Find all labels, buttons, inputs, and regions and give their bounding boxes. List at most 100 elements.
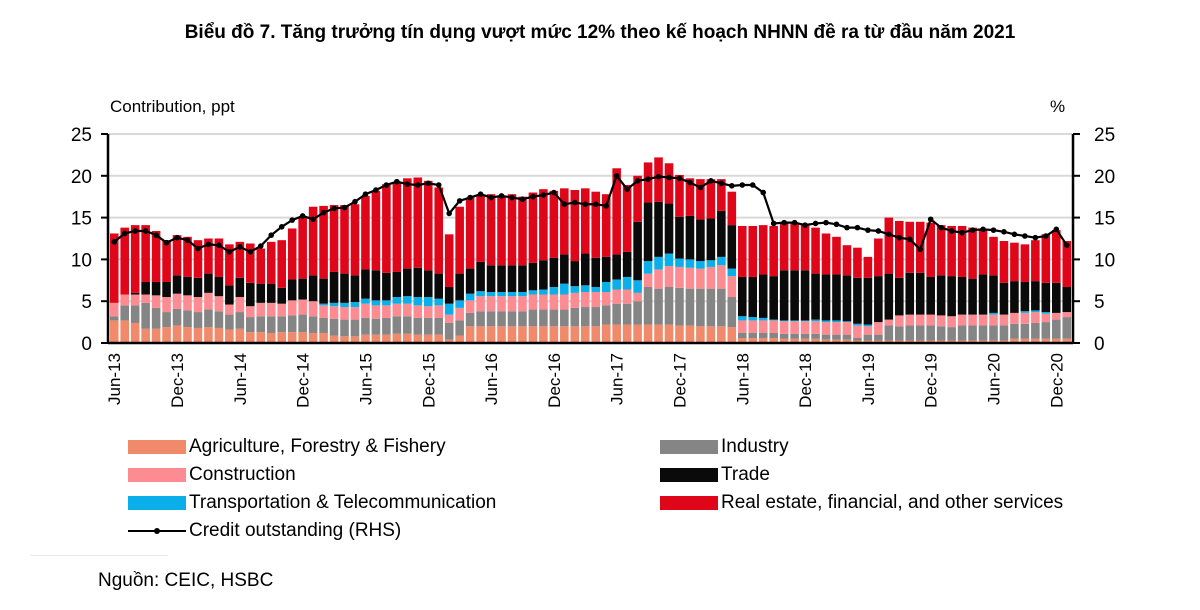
bar-segment [821, 233, 831, 275]
bar-segment [560, 326, 569, 343]
bar-segment [1062, 338, 1072, 343]
legend-item-transportation: Transportation & Telecommunication [128, 491, 496, 515]
bar-segment [999, 325, 1009, 341]
bar-segment [842, 245, 852, 276]
bar-segment [853, 337, 862, 341]
credit-point [687, 179, 693, 186]
credit-point [226, 249, 233, 255]
bar-stack [413, 177, 423, 343]
bar-segment [664, 163, 674, 204]
bar-segment [947, 340, 956, 343]
bar-segment [371, 318, 381, 335]
bar-segment [549, 286, 559, 295]
bar-segment [1041, 338, 1051, 343]
bar-segment [727, 276, 737, 298]
bar-segment [172, 275, 182, 294]
legend-label: Industry [721, 436, 789, 457]
bar-segment [225, 329, 234, 343]
bar-segment [444, 286, 454, 304]
bar-segment [905, 221, 915, 273]
credit-point [121, 230, 128, 237]
bar-segment [696, 261, 705, 269]
bar-segment [675, 287, 684, 326]
x-tick-label: Jun-16 [482, 353, 501, 405]
bar-segment [612, 324, 621, 343]
bar-segment [183, 327, 192, 343]
bar-segment [476, 296, 485, 312]
credit-point [749, 182, 756, 188]
credit-point [132, 228, 138, 234]
source-note: Nguồn: CEIC, HSBC [98, 570, 274, 591]
credit-point [655, 173, 662, 180]
bar-segment [748, 320, 758, 333]
bar-segment [999, 340, 1009, 343]
bar-segment [1052, 312, 1061, 320]
credit-point [697, 184, 704, 191]
bar-segment [717, 256, 726, 266]
bar-stack [811, 227, 820, 343]
bar-segment [151, 328, 161, 343]
bar-segment [936, 340, 946, 343]
bar-segment [779, 321, 789, 334]
y2-tick-label: 5 [1094, 292, 1105, 313]
bar-segment [664, 266, 674, 287]
y-axis-title: Contribution, ppt [110, 97, 235, 116]
bar-segment [455, 307, 464, 321]
credit-point [184, 237, 191, 243]
x-tick-label: Dec-20 [1047, 353, 1066, 408]
bar-segment [497, 311, 506, 327]
bar-segment [141, 294, 150, 303]
bar-stack [1052, 230, 1061, 343]
bar-segment [549, 326, 559, 343]
legend-label: Agriculture, Forestry & Fishery [189, 436, 446, 457]
bar-segment [811, 227, 820, 274]
bar-segment [246, 282, 255, 307]
bar-segment [633, 324, 642, 343]
bar-segment [800, 321, 810, 334]
bar-stack [225, 244, 234, 343]
bar-segment [926, 325, 935, 341]
credit-point [142, 228, 149, 234]
bar-segment [832, 274, 841, 321]
bar-stack [779, 223, 789, 343]
bar-segment [769, 225, 778, 277]
bar-segment [915, 325, 925, 341]
x-tick-label: Jun-18 [733, 353, 752, 405]
bar-stack [277, 240, 287, 343]
bar-segment [141, 328, 150, 343]
bar-segment [664, 203, 674, 254]
bar-stack [193, 240, 203, 343]
bar-segment [277, 332, 287, 343]
bar-segment [486, 194, 496, 266]
bar-segment [978, 228, 988, 275]
bar-stack [256, 248, 266, 343]
bar-segment [308, 316, 318, 333]
bar-segment [936, 275, 946, 316]
bar-segment [277, 316, 287, 333]
credit-point [708, 178, 714, 184]
credit-point [1063, 242, 1070, 248]
bar-stack [874, 238, 883, 343]
bar-segment [601, 305, 611, 325]
bar-segment [706, 266, 716, 289]
credit-point [237, 244, 243, 250]
bar-stack [1010, 242, 1019, 343]
bar-segment [141, 281, 150, 295]
bar-stack [748, 225, 758, 343]
credit-point [257, 243, 264, 249]
bar-segment [486, 296, 496, 312]
credit-point [1001, 229, 1007, 235]
credit-point [153, 232, 159, 238]
bar-segment [769, 319, 778, 321]
bar-segment [518, 311, 527, 327]
credit-point [174, 234, 180, 241]
bar-stack [643, 162, 653, 343]
bar-stack [392, 182, 402, 343]
bar-segment [643, 261, 653, 274]
credit-point [404, 181, 411, 187]
bar-segment [633, 292, 642, 302]
bar-segment [769, 337, 778, 343]
bar-segment [947, 225, 956, 277]
bar-segment [329, 306, 339, 319]
bar-segment [235, 328, 245, 343]
